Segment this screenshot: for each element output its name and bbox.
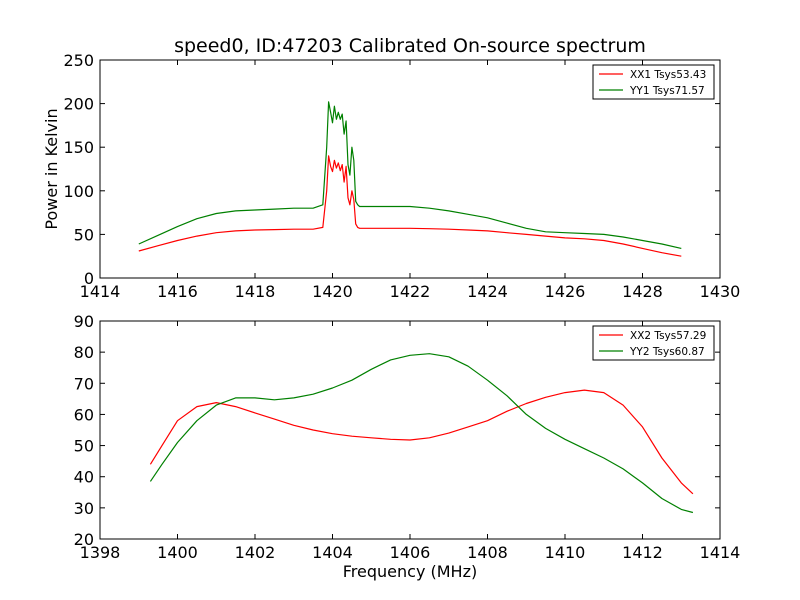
- bottom-ytick-label: 20: [74, 530, 94, 549]
- bottom-plot: 1398 1400 1402 1404 1406 1408 1410 1412 1414 20 30…: [74, 312, 741, 581]
- top-ytick-label: 250: [63, 51, 94, 70]
- bottom-ytick-label: 90: [74, 312, 94, 331]
- top-legend-label-xx1: XX1 Tsys53.43: [630, 69, 706, 81]
- bottom-xtick-label: 1406: [390, 543, 431, 562]
- top-legend: XX1 Tsys53.43 YY1 Tsys71.57: [592, 64, 715, 100]
- top-ytick-label: 150: [63, 138, 94, 157]
- bottom-ytick-label: 60: [74, 405, 94, 424]
- bottom-legend-label-yy2: YY2 Tsys60.87: [629, 346, 705, 358]
- bottom-ytick-label: 70: [74, 374, 94, 393]
- bottom-xtick-label: 1412: [622, 543, 663, 562]
- top-series-line-2: [138, 101, 682, 249]
- bottom-xtick-label: 1404: [312, 543, 353, 562]
- bottom-series-line-1: [149, 389, 694, 495]
- bottom-xtick-label: 1402: [235, 543, 276, 562]
- top-xtick-label: 1418: [235, 282, 276, 301]
- bottom-xtick-label: 1398: [80, 543, 121, 562]
- top-xtick-label: 1414: [80, 282, 121, 301]
- bottom-series-line-2: [149, 353, 694, 514]
- bottom-ticks: 1398 1400 1402 1404 1406 1408 1410 1412 1414 20 30…: [74, 312, 741, 562]
- bottom-legend: XX2 Tsys57.29 YY2 Tsys60.87: [592, 325, 715, 361]
- bottom-xtick-label: 1400: [157, 543, 198, 562]
- top-legend-label-yy1: YY1 Tsys71.57: [629, 85, 705, 97]
- top-ytick-label: 100: [63, 182, 94, 201]
- chart-title: speed0, ID:47203 Calibrated On-source sp…: [174, 35, 646, 57]
- top-series-lines: [138, 101, 682, 257]
- top-xtick-label: 1420: [312, 282, 353, 301]
- top-ytick-label: 50: [74, 225, 94, 244]
- top-ticks: 1414 1416 1418 1420 1422 1424 1426 1428 1430 0 50 1…: [63, 51, 740, 301]
- top-ytick-label: 0: [84, 269, 94, 288]
- bottom-xtick-label: 1410: [545, 543, 586, 562]
- top-series-line-1: [138, 155, 682, 257]
- top-xtick-label: 1422: [390, 282, 431, 301]
- top-ylabel: Power in Kelvin: [42, 108, 61, 229]
- bottom-xlabel: Frequency (MHz): [343, 562, 477, 581]
- bottom-ytick-label: 40: [74, 468, 94, 487]
- bottom-legend-frame: [592, 325, 715, 361]
- bottom-xtick-label: 1408: [467, 543, 508, 562]
- top-plot: 1414 1416 1418 1420 1422 1424 1426 1428 1430 0 50 1…: [42, 51, 740, 301]
- bottom-ytick-label: 50: [74, 437, 94, 456]
- bottom-series-lines: [149, 353, 694, 514]
- bottom-xtick-label: 1414: [700, 543, 741, 562]
- top-ytick-label: 200: [63, 95, 94, 114]
- bottom-ytick-label: 30: [74, 499, 94, 518]
- top-legend-frame: [592, 64, 715, 100]
- bottom-ytick-label: 80: [74, 343, 94, 362]
- top-xtick-label: 1424: [467, 282, 508, 301]
- top-xtick-label: 1416: [157, 282, 198, 301]
- top-xtick-label: 1426: [545, 282, 586, 301]
- top-xtick-label: 1430: [700, 282, 741, 301]
- bottom-legend-label-xx2: XX2 Tsys57.29: [630, 330, 706, 342]
- top-xtick-label: 1428: [622, 282, 663, 301]
